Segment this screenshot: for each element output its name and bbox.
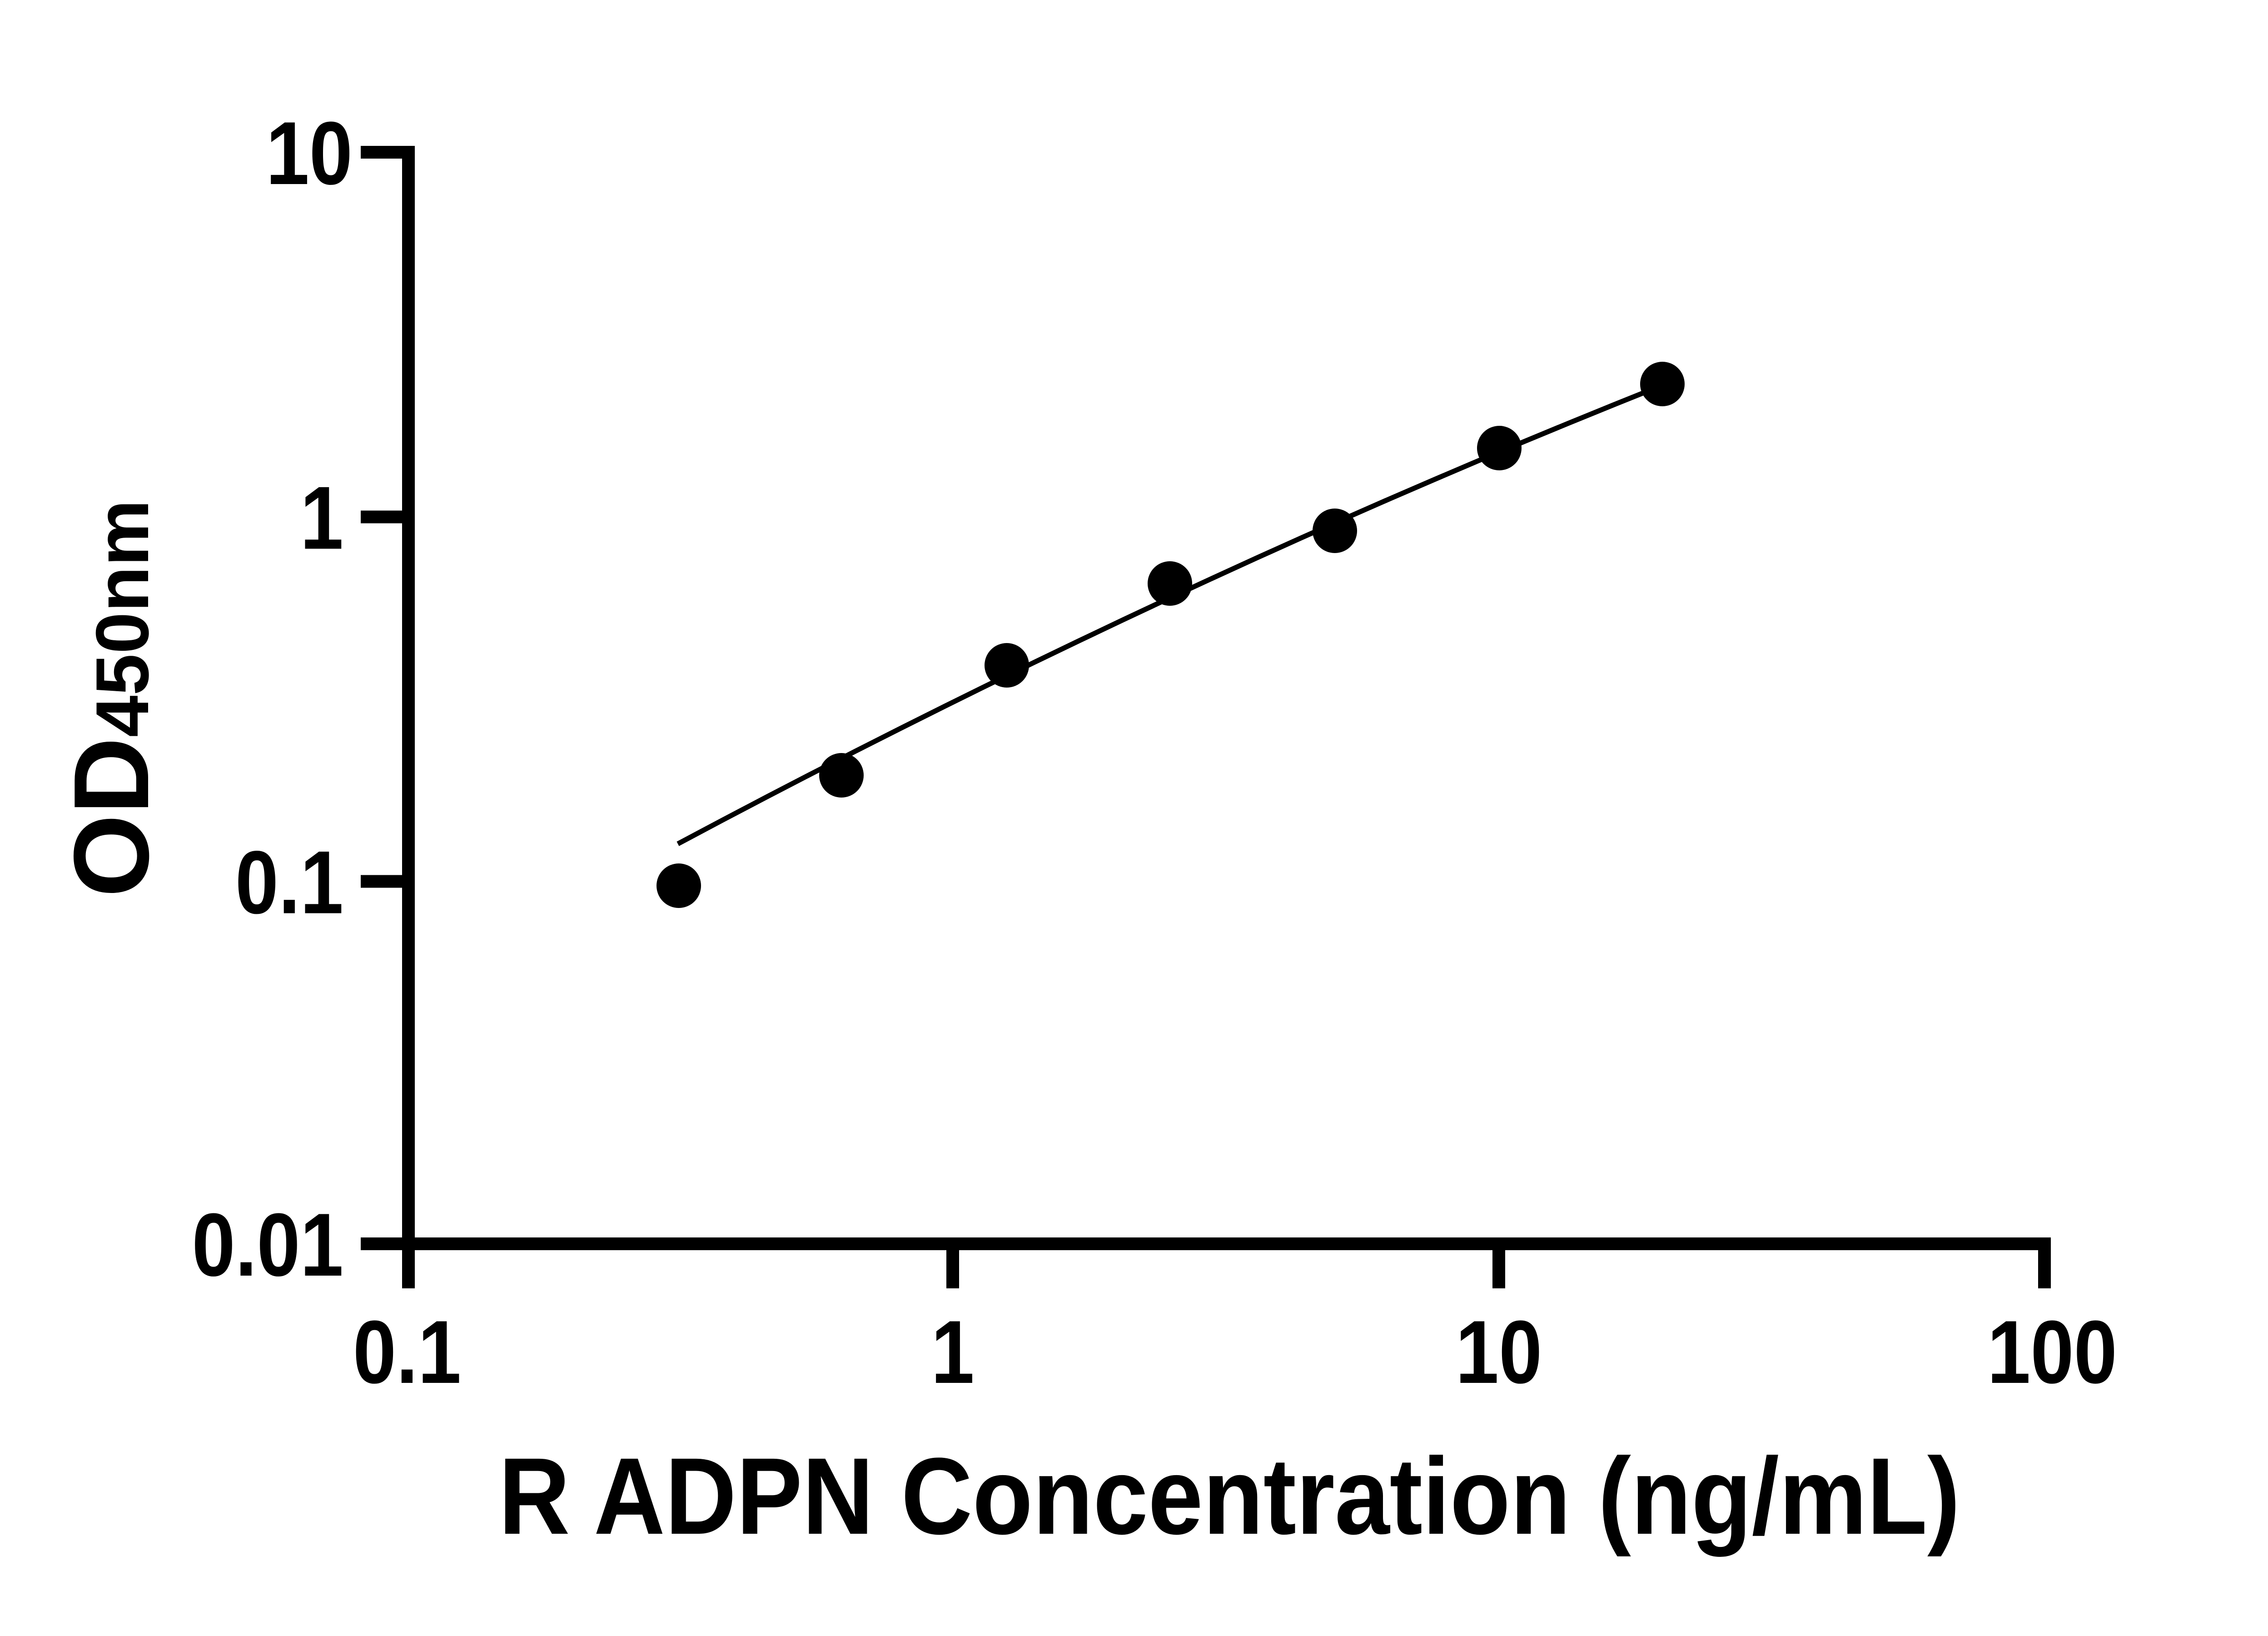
- svg-text:R ADPN Concentration (ng/mL): R ADPN Concentration (ng/mL): [499, 1435, 1960, 1557]
- svg-text:10: 10: [266, 104, 353, 204]
- svg-text:1: 1: [300, 468, 343, 568]
- svg-text:0.1: 0.1: [353, 1302, 461, 1402]
- svg-text:10: 10: [1456, 1302, 1542, 1402]
- svg-text:1: 1: [931, 1302, 974, 1402]
- svg-text:0.01: 0.01: [192, 1195, 343, 1295]
- svg-text:0.1: 0.1: [235, 833, 343, 933]
- svg-text:100: 100: [1987, 1302, 2117, 1402]
- svg-text:OD450nm: OD450nm: [51, 499, 171, 897]
